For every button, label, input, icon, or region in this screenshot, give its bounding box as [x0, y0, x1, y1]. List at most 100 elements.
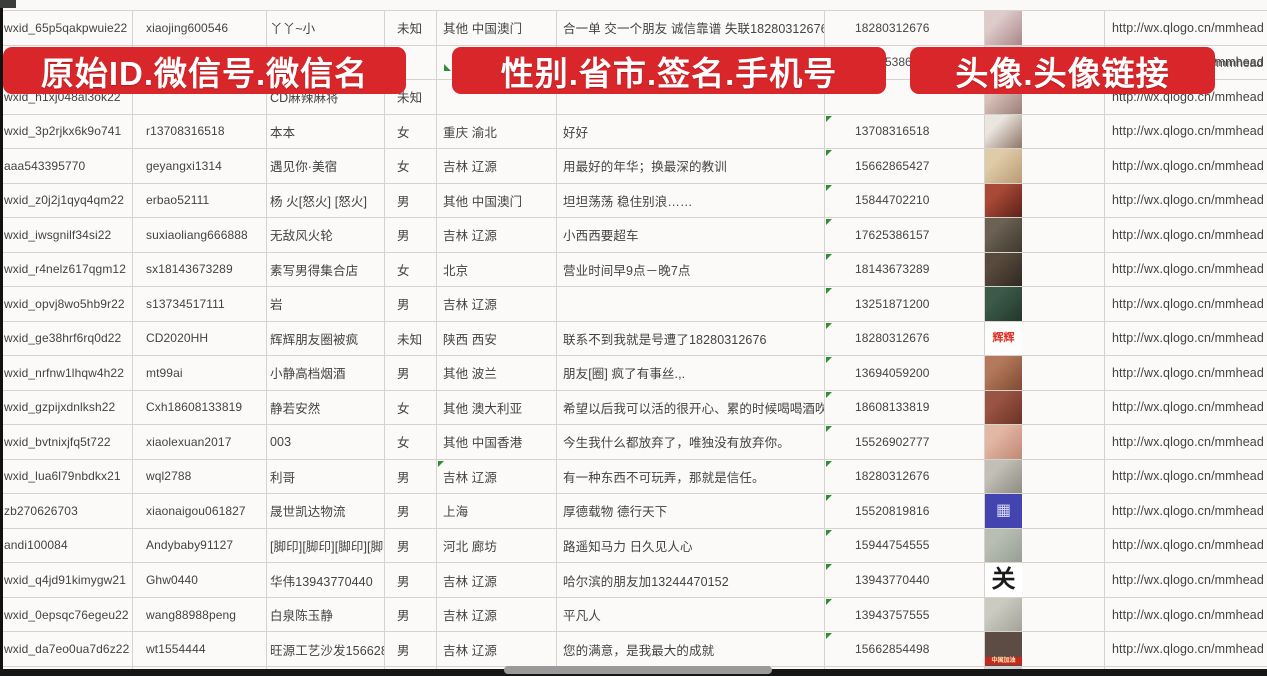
cell-gender[interactable]: 女 — [385, 425, 437, 459]
cell-phone[interactable]: 15844702210 — [825, 183, 985, 218]
cell-account[interactable]: suxiaoliang666888 — [133, 218, 267, 252]
cell-gender[interactable]: 未知 — [385, 80, 437, 114]
cell-signature[interactable] — [557, 80, 825, 114]
cell-phone[interactable]: 18608133819 — [825, 390, 985, 425]
cell-url[interactable]: http://wx.qlogo.cn/mmhead — [1105, 218, 1267, 252]
cell-signature[interactable]: 哈尔滨的朋友加13244470152 — [557, 563, 825, 597]
cell-region[interactable]: 吉林 辽源 — [437, 287, 557, 321]
cell-gender[interactable]: 未知 — [385, 11, 437, 45]
cell-wxid[interactable]: wxid_bvtnixjfq5t722 — [0, 425, 133, 459]
cell-wxid[interactable]: zb270626703 — [0, 494, 133, 528]
cell-url[interactable]: http://wx.qlogo.cn/mmhead — [1105, 460, 1267, 494]
cell-signature[interactable]: 希望以后我可以活的很开心、累的时候喝喝酒吹吹[ — [557, 390, 825, 425]
cell-phone[interactable]: 13251871200 — [825, 287, 985, 321]
cell-avatar[interactable] — [985, 597, 1105, 632]
cell-signature[interactable]: 营业时间早9点－晚7点 — [557, 252, 825, 287]
cell-wxid[interactable]: aaa543395770 — [0, 149, 133, 183]
cell-signature[interactable]: 平凡人 — [557, 597, 825, 632]
cell-phone[interactable]: 15520819816 — [825, 494, 985, 528]
cell-url[interactable]: http://wx.qlogo.cn/mmhead — [1105, 149, 1267, 183]
cell-avatar[interactable] — [985, 218, 1105, 252]
cell-wxid[interactable]: wxid_q4jd91kimygw21 — [0, 563, 133, 597]
cell-account[interactable]: CD2020HH — [133, 321, 267, 356]
cell-gender[interactable]: 男 — [385, 494, 437, 528]
cell-gender[interactable] — [385, 45, 437, 80]
cell-avatar[interactable]: ▦ — [985, 494, 1105, 528]
cell-account[interactable]: wql2788 — [133, 459, 267, 494]
cell-phone[interactable]: 13694059200 — [825, 356, 985, 390]
cell-signature[interactable]: 朋友[圈] 疯了有事丝.,. — [557, 356, 825, 390]
cell-wxid[interactable]: wxid_da7eo0ua7d6z22 — [0, 632, 133, 666]
cell-wxid[interactable]: andi100084 — [0, 528, 133, 563]
cell-gender[interactable]: 女 — [385, 252, 437, 287]
cell-gender[interactable]: 男 — [385, 459, 437, 494]
cell-phone[interactable]: 17625386157 — [825, 218, 985, 252]
cell-gender[interactable]: 男 — [385, 356, 437, 390]
cell-region[interactable]: 陕西 西安 — [437, 321, 557, 356]
cell-signature[interactable]: 厚德载物 德行天下 — [557, 494, 825, 528]
cell-account[interactable]: sx18143673289 — [133, 252, 267, 287]
cell-name[interactable]: 白泉陈玉静 — [267, 597, 385, 632]
cell-wxid[interactable]: wxid_iwsgnilf34si22 — [0, 218, 133, 252]
cell-name[interactable]: 华伟13943770440 — [267, 563, 385, 597]
cell-avatar[interactable] — [985, 356, 1105, 390]
cell-avatar[interactable] — [985, 252, 1105, 287]
cell-wxid[interactable]: wxid_opvj8wo5hb9r22 — [0, 287, 133, 321]
cell-region[interactable]: 其他 澳大利亚 — [437, 390, 557, 425]
cell-signature[interactable]: 好好 — [557, 114, 825, 149]
cell-avatar[interactable] — [985, 183, 1105, 218]
cell-account[interactable]: erbao52111 — [133, 183, 267, 218]
cell-avatar[interactable] — [985, 114, 1105, 149]
cell-url[interactable]: http://wx.qlogo.cn/mmhead — [1105, 425, 1267, 459]
cell-region[interactable] — [437, 80, 557, 114]
cell-account[interactable]: Cxh18608133819 — [133, 390, 267, 425]
cell-phone[interactable]: 18280312676 — [825, 459, 985, 494]
cell-url[interactable]: http://wx.qlogo.cn/mmhead — [1105, 494, 1267, 528]
cell-account[interactable]: Andybaby91127 — [133, 528, 267, 563]
cell-phone[interactable]: 15662865427 — [825, 149, 985, 183]
cell-name[interactable]: 旺源工艺沙发15662854 — [267, 632, 385, 666]
cell-name[interactable]: 小静高档烟酒 — [267, 356, 385, 390]
cell-gender[interactable]: 女 — [385, 149, 437, 183]
cell-region[interactable]: 吉林 辽源 — [437, 218, 557, 252]
cell-region[interactable]: 其他 中国澳门 — [437, 11, 557, 45]
cell-name[interactable]: 无敌风火轮 — [267, 218, 385, 252]
cell-gender[interactable]: 男 — [385, 218, 437, 252]
cell-wxid[interactable]: wxid_3p2rjkx6k9o741 — [0, 114, 133, 149]
cell-region[interactable]: 其他 中国澳门 — [437, 183, 557, 218]
cell-gender[interactable]: 男 — [385, 597, 437, 632]
cell-wxid[interactable]: wxid_r4nelz617qgm12 — [0, 252, 133, 287]
cell-region[interactable]: 吉林 辽源 — [437, 597, 557, 632]
cell-account[interactable]: wang88988peng — [133, 597, 267, 632]
cell-region[interactable]: 其他 中国香港 — [437, 425, 557, 459]
cell-avatar[interactable] — [985, 11, 1105, 45]
cell-avatar[interactable] — [985, 459, 1105, 494]
cell-url[interactable]: http://wx.qlogo.cn/mmhead — [1105, 253, 1267, 287]
cell-url[interactable]: http://wx.qlogo.cn/mmhead — [1105, 356, 1267, 390]
cell-avatar[interactable] — [985, 390, 1105, 425]
cell-wxid[interactable]: wxid_nrfnw1lhqw4h22 — [0, 356, 133, 390]
cell-region[interactable]: 北京 — [437, 252, 557, 287]
cell-phone[interactable]: 18280312676 — [825, 321, 985, 356]
cell-signature[interactable]: 联系不到我就是号遭了18280312676 — [557, 321, 825, 356]
cell-url[interactable]: http://wx.qlogo.cn/mmhead — [1105, 529, 1267, 563]
cell-account[interactable]: xiaonaigou061827 — [133, 494, 267, 528]
cell-url[interactable]: http://wx.qlogo.cn/mmhead — [1105, 11, 1267, 45]
cell-gender[interactable]: 男 — [385, 563, 437, 597]
cell-avatar[interactable] — [985, 149, 1105, 183]
cell-name[interactable]: 岩 — [267, 287, 385, 321]
cell-account[interactable]: Ghw0440 — [133, 563, 267, 597]
cell-avatar[interactable] — [985, 287, 1105, 321]
cell-url[interactable]: http://wx.qlogo.cn/mmhead — [1105, 632, 1267, 666]
cell-region[interactable]: 吉林 辽源 — [437, 632, 557, 666]
cell-gender[interactable]: 未知 — [385, 321, 437, 356]
cell-avatar[interactable] — [985, 528, 1105, 563]
cell-wxid[interactable]: wxid_z0j2j1qyq4qm22 — [0, 183, 133, 218]
cell-signature[interactable]: 今生我什么都放弃了，唯独没有放弃你。 — [557, 425, 825, 459]
cell-name[interactable]: 晟世凯达物流 — [267, 494, 385, 528]
cell-signature[interactable]: 合一单 交一个朋友 诚信靠谱 失联18280312676 — [557, 11, 825, 45]
cell-name[interactable]: 静若安然 — [267, 390, 385, 425]
cell-phone[interactable]: 18280312676 — [825, 11, 985, 45]
cell-phone[interactable]: 13943757555 — [825, 597, 985, 632]
cell-gender[interactable]: 女 — [385, 390, 437, 425]
